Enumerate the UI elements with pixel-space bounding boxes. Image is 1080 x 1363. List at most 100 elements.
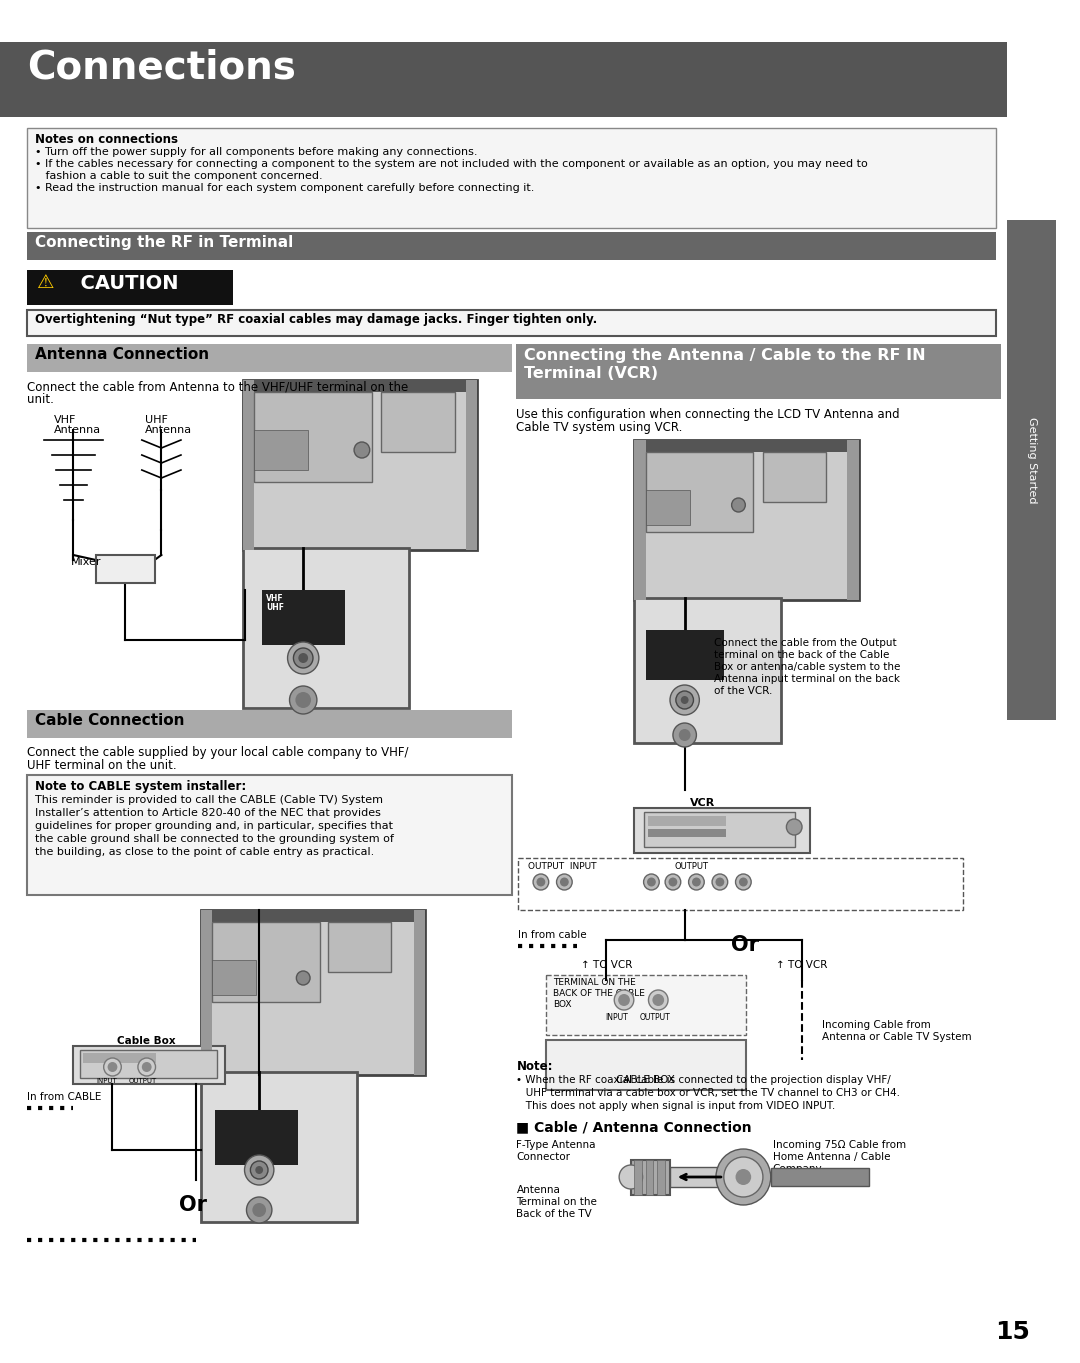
Circle shape — [652, 994, 664, 1006]
Text: Installer’s attention to Article 820-40 of the NEC that provides: Installer’s attention to Article 820-40 … — [36, 808, 381, 818]
Text: This reminder is provided to call the CABLE (Cable TV) System: This reminder is provided to call the CA… — [36, 795, 383, 806]
Bar — [262, 590, 346, 645]
Circle shape — [735, 1169, 752, 1184]
Bar — [201, 910, 426, 921]
Text: Terminal (VCR): Terminal (VCR) — [524, 367, 659, 382]
Circle shape — [739, 878, 747, 886]
Text: • If the cables necessary for connecting a component to the system are not inclu: • If the cables necessary for connecting… — [36, 159, 868, 169]
Text: Getting Started: Getting Started — [1027, 417, 1037, 503]
Bar — [27, 270, 233, 305]
Text: INPUT: INPUT — [605, 1013, 627, 1022]
Text: CAUTION: CAUTION — [67, 274, 178, 293]
Text: • Turn off the power supply for all components before making any connections.: • Turn off the power supply for all comp… — [36, 147, 477, 157]
Bar — [658, 1160, 665, 1195]
Bar — [243, 380, 477, 551]
Text: INPUT: INPUT — [96, 1078, 117, 1084]
Bar — [27, 710, 512, 737]
Text: BOX: BOX — [553, 1000, 571, 1009]
Circle shape — [138, 1058, 156, 1075]
Circle shape — [715, 878, 725, 886]
Text: Cable Box: Cable Box — [118, 1036, 176, 1045]
Text: Antenna input terminal on the back: Antenna input terminal on the back — [714, 673, 900, 684]
Bar — [27, 309, 996, 337]
Circle shape — [244, 1154, 274, 1184]
Circle shape — [618, 994, 630, 1006]
Circle shape — [255, 1165, 264, 1174]
Bar — [96, 555, 154, 583]
Circle shape — [354, 442, 369, 458]
Text: Antenna: Antenna — [145, 425, 192, 435]
Circle shape — [108, 1062, 118, 1073]
Text: Connections: Connections — [27, 48, 296, 86]
Circle shape — [289, 686, 316, 714]
Bar — [644, 812, 795, 846]
Text: OUTPUT  INPUT: OUTPUT INPUT — [528, 861, 596, 871]
Text: fashion a cable to suit the component concerned.: fashion a cable to suit the component co… — [36, 170, 323, 181]
Circle shape — [287, 642, 319, 673]
Text: Cable Connection: Cable Connection — [36, 713, 185, 728]
Circle shape — [556, 874, 572, 890]
Bar — [771, 1168, 868, 1186]
Circle shape — [689, 874, 704, 890]
Text: • Read the instruction manual for each system component carefully before connect: • Read the instruction manual for each s… — [36, 183, 535, 194]
Bar — [83, 1054, 157, 1063]
Circle shape — [735, 874, 752, 890]
Circle shape — [786, 819, 802, 836]
Bar — [646, 453, 753, 532]
Bar — [243, 380, 254, 551]
Circle shape — [647, 878, 656, 886]
Bar — [762, 453, 826, 502]
Text: Back of the TV: Back of the TV — [516, 1209, 592, 1219]
Bar — [381, 393, 455, 453]
Text: OUTPUT: OUTPUT — [675, 861, 708, 871]
Bar — [213, 921, 320, 1002]
Circle shape — [670, 686, 700, 716]
Bar — [518, 857, 963, 910]
Text: Incoming Cable from: Incoming Cable from — [822, 1020, 930, 1030]
Text: Or: Or — [731, 935, 759, 955]
Text: Antenna or Cable TV System: Antenna or Cable TV System — [822, 1032, 971, 1041]
Circle shape — [673, 722, 697, 747]
Text: Antenna: Antenna — [516, 1184, 561, 1195]
Bar — [646, 1160, 653, 1195]
Bar — [27, 776, 512, 895]
Bar — [670, 1167, 729, 1187]
Text: Company: Company — [772, 1164, 822, 1174]
Text: ↑ TO VCR: ↑ TO VCR — [581, 960, 632, 970]
Text: unit.: unit. — [27, 393, 54, 406]
Text: In from cable: In from cable — [518, 930, 588, 940]
Text: Connecting the Antenna / Cable to the RF IN: Connecting the Antenna / Cable to the RF… — [524, 348, 926, 363]
Circle shape — [615, 990, 634, 1010]
Bar — [545, 1040, 746, 1090]
Circle shape — [731, 497, 745, 512]
Bar — [516, 343, 1000, 399]
Text: Connect the cable from the Output: Connect the cable from the Output — [714, 638, 896, 647]
Text: Connect the cable supplied by your local cable company to VHF/: Connect the cable supplied by your local… — [27, 746, 409, 759]
Bar — [27, 128, 996, 228]
Text: Box or antenna/cable system to the: Box or antenna/cable system to the — [714, 662, 901, 672]
Circle shape — [665, 874, 680, 890]
Circle shape — [251, 1161, 268, 1179]
Bar — [634, 440, 859, 600]
Circle shape — [679, 729, 690, 741]
Bar — [414, 910, 426, 1075]
Text: Notes on connections: Notes on connections — [36, 134, 178, 146]
Bar — [80, 1050, 217, 1078]
Circle shape — [648, 990, 669, 1010]
Text: the cable ground shall be connected to the grounding system of: the cable ground shall be connected to t… — [36, 834, 394, 844]
Text: VHF: VHF — [54, 414, 77, 425]
Circle shape — [141, 1062, 151, 1073]
Bar — [201, 910, 213, 1075]
Text: Overtightening “Nut type” RF coaxial cables may damage jacks. Finger tighten onl: Overtightening “Nut type” RF coaxial cab… — [36, 313, 597, 326]
Text: Note to CABLE system installer:: Note to CABLE system installer: — [36, 780, 246, 793]
Bar — [213, 960, 256, 995]
Text: UHF terminal on the unit.: UHF terminal on the unit. — [27, 759, 177, 771]
Text: Mixer: Mixer — [70, 557, 100, 567]
Text: VCR: VCR — [690, 797, 715, 808]
Text: UHF terminal via a cable box or VCR, set the TV channel to CH3 or CH4.: UHF terminal via a cable box or VCR, set… — [516, 1088, 901, 1099]
Bar — [634, 440, 646, 600]
Circle shape — [296, 970, 310, 985]
Bar — [847, 440, 859, 600]
Text: Cable TV system using VCR.: Cable TV system using VCR. — [516, 421, 683, 433]
Text: BACK OF THE CABLE: BACK OF THE CABLE — [553, 990, 645, 998]
